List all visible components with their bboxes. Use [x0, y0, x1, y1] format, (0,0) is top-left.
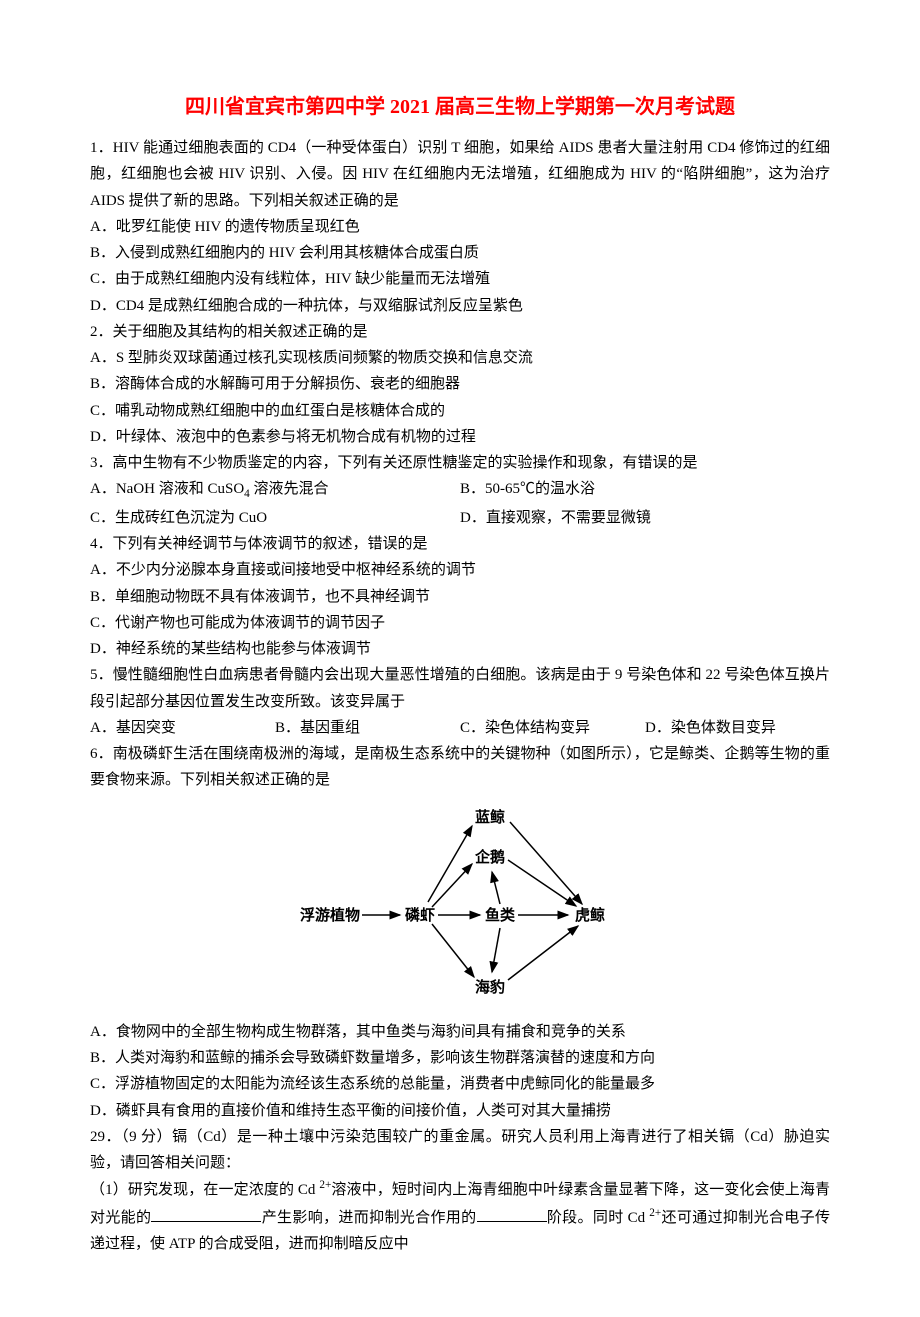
q6-optB: B．人类对海豹和蓝鲸的捕杀会导致磷虾数量增多，影响该生物群落演替的速度和方向: [90, 1045, 830, 1071]
q5-optC: C．染色体结构变异: [460, 715, 645, 741]
q6-optC: C．浮游植物固定的太阳能为流经该生态系统的总能量，消费者中虎鲸同化的能量最多: [90, 1071, 830, 1097]
q1-optC: C．由于成熟红细胞内没有线粒体，HIV 缺少能量而无法增殖: [90, 266, 830, 292]
q2-optA: A．S 型肺炎双球菌通过核孔实现核质间频繁的物质交换和信息交流: [90, 345, 830, 371]
svg-text:浮游植物: 浮游植物: [300, 906, 360, 924]
q5-optA: A．基因突变: [90, 715, 275, 741]
q1-optD: D．CD4 是成熟红细胞合成的一种抗体，与双缩脲试剂反应呈紫色: [90, 293, 830, 319]
superscript-2plus-2: 2+: [649, 1207, 661, 1219]
q5-options: A．基因突变 B．基因重组 C．染色体结构变异 D．染色体数目变异: [90, 715, 830, 741]
q4-optA: A．不少内分泌腺本身直接或间接地受中枢神经系统的调节: [90, 557, 830, 583]
svg-text:企鹅: 企鹅: [474, 848, 505, 866]
q4-stem: 4．下列有关神经调节与体液调节的叙述，错误的是: [90, 531, 830, 557]
q5-stem: 5．慢性髓细胞性白血病患者骨髓内会出现大量恶性增殖的白细胞。该病是由于 9 号染…: [90, 662, 830, 715]
blank-2: [477, 1206, 547, 1222]
q4-optB: B．单细胞动物既不具有体液调节，也不具神经调节: [90, 584, 830, 610]
q29-stem: 29．（9 分）镉（Cd）是一种土壤中污染范围较广的重金属。研究人员利用上海青进…: [90, 1124, 830, 1177]
q6-optA: A．食物网中的全部生物构成生物群落，其中鱼类与海豹间具有捕食和竞争的关系: [90, 1019, 830, 1045]
q2-stem: 2．关于细胞及其结构的相关叙述正确的是: [90, 319, 830, 345]
q1-optB: B．入侵到成熟红细胞内的 HIV 会利用其核糖体合成蛋白质: [90, 240, 830, 266]
q5-optB: B．基因重组: [275, 715, 460, 741]
q3-optD: D．直接观察，不需要显微镜: [460, 505, 830, 531]
q29-p1-c: 产生影响，进而抑制光合作用的: [261, 1210, 476, 1226]
svg-text:磷虾: 磷虾: [405, 906, 435, 924]
q29-p1-d: 阶段。同时 Cd: [547, 1210, 650, 1226]
q3-optA: A．NaOH 溶液和 CuSO4 溶液先混合: [90, 476, 460, 505]
q2-optB: B．溶酶体合成的水解酶可用于分解损伤、衰老的细胞器: [90, 371, 830, 397]
q1-stem: 1．HIV 能通过细胞表面的 CD4（一种受体蛋白）识别 T 细胞，如果给 AI…: [90, 135, 830, 214]
q4-optC: C．代谢产物也可能成为体液调节的调节因子: [90, 610, 830, 636]
q3-options-row1: A．NaOH 溶液和 CuSO4 溶液先混合 B．50-65℃的温水浴: [90, 476, 830, 505]
superscript-2plus: 2+: [319, 1179, 331, 1191]
q6-stem: 6．南极磷虾生活在围绕南极洲的海域，是南极生态系统中的关键物种（如图所示），它是…: [90, 741, 830, 794]
svg-text:海豹: 海豹: [475, 978, 505, 996]
svg-text:鱼类: 鱼类: [485, 906, 516, 924]
q1-optA: A．吡罗红能使 HIV 的遗传物质呈现红色: [90, 214, 830, 240]
food-web-diagram: 浮游植物 磷虾 鱼类 企鹅 蓝鲸 虎鲸 海豹: [90, 802, 830, 1011]
q2-optD: D．叶绿体、液泡中的色素参与将无机物合成有机物的过程: [90, 424, 830, 450]
blank-1: [151, 1206, 261, 1222]
q2-optC: C．哺乳动物成熟红细胞中的血红蛋白是核糖体合成的: [90, 398, 830, 424]
q29-part1: （1）研究发现，在一定浓度的 Cd 2+溶液中，短时间内上海青细胞中叶绿素含量显…: [90, 1176, 830, 1257]
q29-p1-a: （1）研究发现，在一定浓度的 Cd: [90, 1182, 319, 1198]
svg-text:蓝鲸: 蓝鲸: [475, 808, 505, 826]
svg-text:虎鲸: 虎鲸: [575, 906, 605, 924]
page-title: 四川省宜宾市第四中学 2021 届高三生物上学期第一次月考试题: [90, 90, 830, 125]
q5-optD: D．染色体数目变异: [645, 715, 830, 741]
q6-optD: D．磷虾具有食用的直接价值和维持生态平衡的间接价值，人类可对其大量捕捞: [90, 1098, 830, 1124]
q3-optB: B．50-65℃的温水浴: [460, 476, 830, 505]
q3-stem: 3．高中生物有不少物质鉴定的内容，下列有关还原性糖鉴定的实验操作和现象，有错误的…: [90, 450, 830, 476]
q3-optA-pre: A．NaOH 溶液和 CuSO: [90, 481, 244, 497]
q4-optD: D．神经系统的某些结构也能参与体液调节: [90, 636, 830, 662]
q3-options-row2: C．生成砖红色沉淀为 CuO D．直接观察，不需要显微镜: [90, 505, 830, 531]
q3-optA-post: 溶液先混合: [250, 481, 329, 497]
q3-optC: C．生成砖红色沉淀为 CuO: [90, 505, 460, 531]
